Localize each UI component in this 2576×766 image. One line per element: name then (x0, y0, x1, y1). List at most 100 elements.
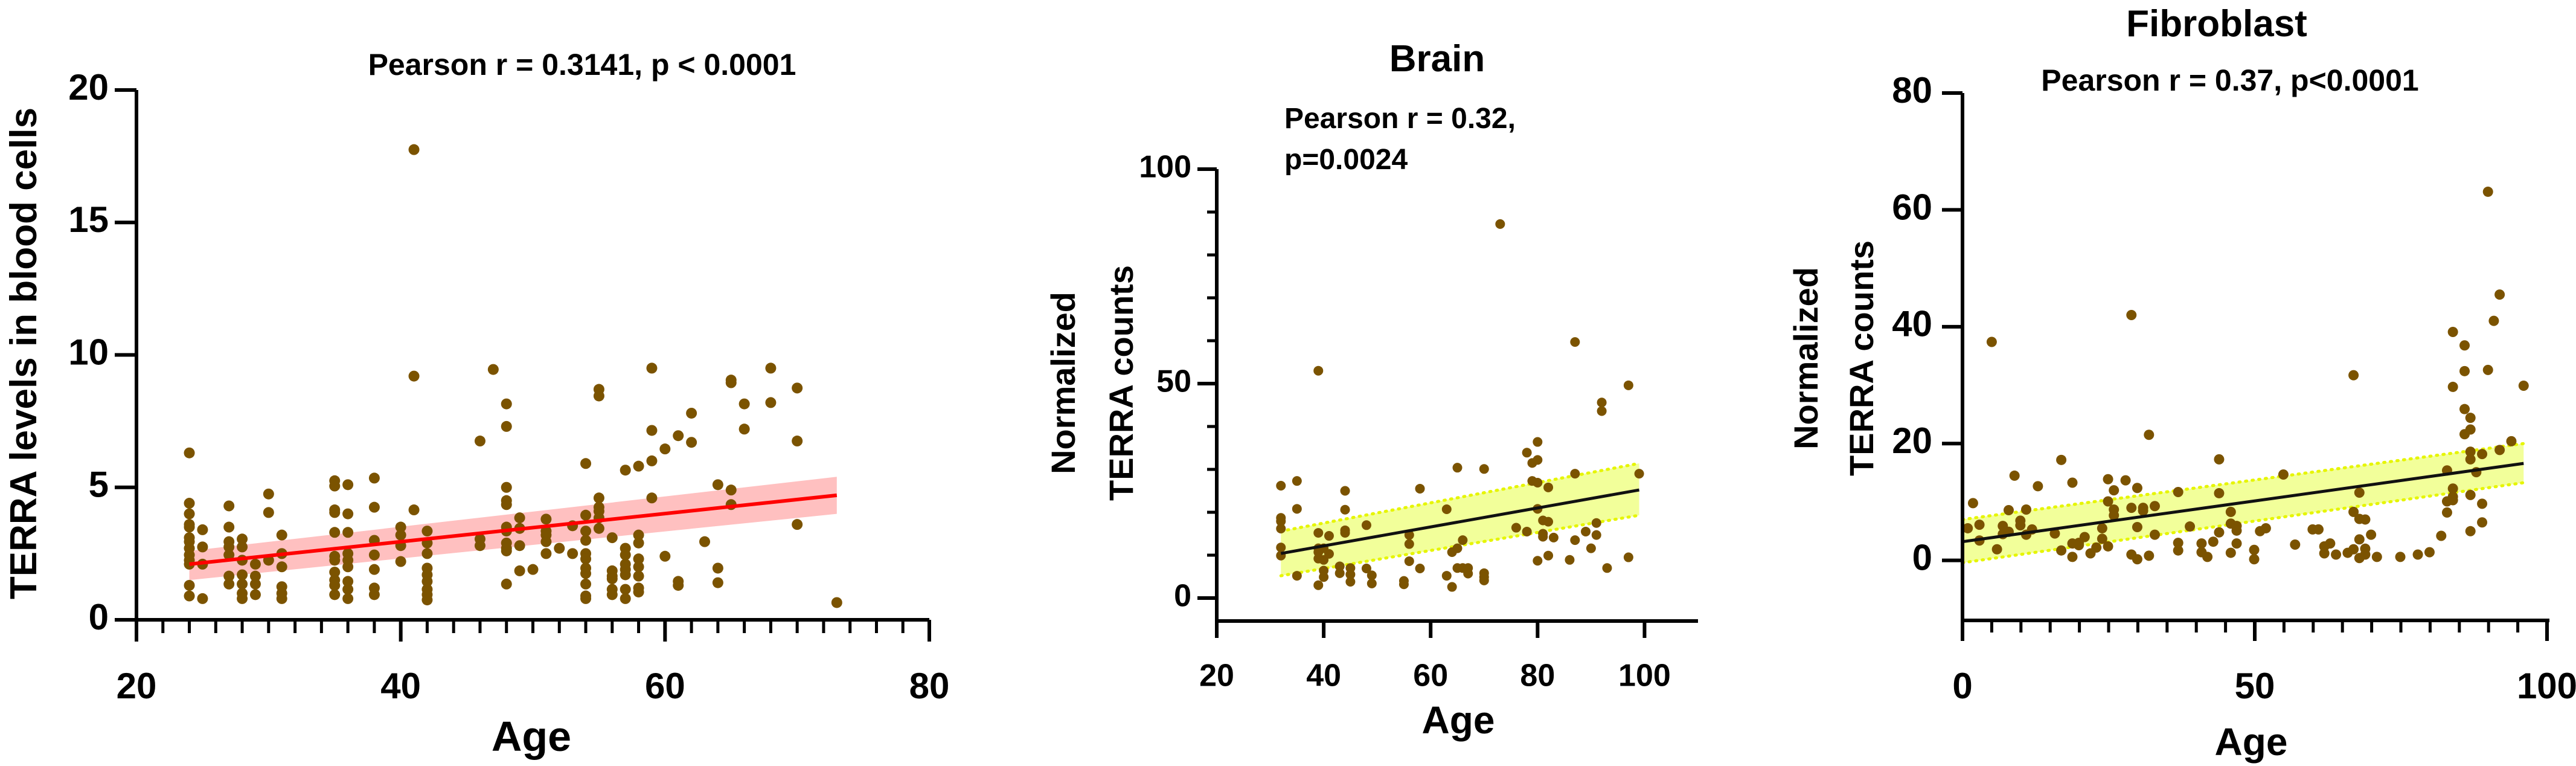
y-tick-label: 20 (68, 67, 109, 108)
data-point (620, 549, 631, 561)
y-axis-label-line-1: Normalized (1787, 267, 1825, 449)
x-tick-label: 40 (1306, 658, 1341, 694)
data-point (501, 481, 512, 493)
data-point (2149, 529, 2160, 540)
data-point (1345, 569, 1356, 579)
data-point (1570, 535, 1580, 546)
data-point (646, 492, 658, 504)
data-point (1324, 531, 1334, 541)
data-point (659, 443, 671, 455)
data-point (514, 512, 525, 524)
data-point (2067, 552, 2078, 562)
data-point (580, 578, 592, 590)
x-tick-label: 20 (117, 666, 157, 706)
data-point (1570, 337, 1580, 347)
y-tick-label: 15 (68, 199, 109, 240)
data-point (1522, 448, 1532, 458)
data-point (1334, 561, 1345, 571)
data-point (1967, 498, 1978, 509)
data-point (1495, 219, 1505, 229)
data-point (249, 589, 261, 600)
data-point (1366, 578, 1377, 588)
data-point (1543, 517, 1554, 527)
data-point (2208, 536, 2219, 547)
data-point (2149, 501, 2160, 512)
data-point (276, 529, 287, 541)
data-point (501, 578, 512, 590)
chart-annotation-line-2: p=0.0024 (1284, 144, 1408, 176)
data-point (606, 532, 618, 544)
data-point (1313, 580, 1324, 590)
data-point (2214, 527, 2225, 538)
data-point (2465, 526, 2476, 536)
y-tick-label: 0 (1912, 537, 1932, 578)
data-point (2354, 534, 2365, 545)
data-point (2067, 477, 2078, 488)
data-point (276, 561, 287, 573)
data-point (659, 550, 671, 562)
data-point (2518, 380, 2529, 391)
data-point (2132, 522, 2142, 533)
data-point (501, 499, 512, 510)
data-point (2214, 454, 2225, 465)
data-point (2009, 470, 2020, 481)
data-point (1334, 568, 1345, 578)
data-point (2225, 547, 2236, 558)
data-point (2173, 538, 2184, 549)
data-point (1538, 532, 1548, 542)
data-point (487, 364, 499, 375)
data-point (1319, 572, 1329, 582)
data-point (633, 529, 644, 541)
data-point (765, 397, 777, 408)
data-point (606, 573, 618, 585)
data-point (1313, 365, 1324, 376)
data-point (633, 537, 644, 549)
data-point (1623, 552, 1633, 562)
x-tick-label: 80 (909, 666, 950, 706)
data-point (184, 521, 195, 533)
data-point (725, 484, 737, 496)
data-point (1533, 437, 1543, 447)
data-point (329, 480, 341, 492)
data-point (395, 556, 406, 567)
data-point (237, 593, 248, 604)
data-point (2097, 533, 2107, 544)
data-point (2144, 550, 2155, 561)
data-point (580, 568, 592, 579)
x-axis-label: Age (1422, 698, 1495, 742)
data-point (2331, 549, 2342, 560)
data-point (527, 564, 539, 575)
data-point (501, 545, 512, 556)
data-point (580, 509, 592, 521)
data-point (2424, 547, 2435, 558)
data-point (1340, 504, 1350, 515)
x-tick-label: 100 (1618, 658, 1671, 694)
data-point (1634, 469, 1644, 479)
data-point (263, 488, 274, 500)
data-point (1463, 568, 1473, 579)
data-point (2260, 523, 2271, 533)
fibroblast-scatter-chart: Fibroblast Pearson r = 0.37, p<0.0001 No… (1787, 3, 2576, 764)
data-point (1581, 526, 1591, 536)
data-point (2126, 503, 2137, 513)
x-tick-label: 0 (1952, 666, 1972, 706)
data-point (1313, 528, 1324, 538)
data-point (263, 507, 274, 518)
data-point (1543, 550, 1554, 561)
x-tick-label: 20 (1199, 658, 1234, 694)
data-point (633, 553, 644, 565)
data-point (593, 390, 604, 402)
data-point (1366, 570, 1377, 581)
data-point (1479, 464, 1489, 474)
y-axis-label: TERRA levels in blood cells (3, 108, 45, 599)
data-point (395, 529, 406, 541)
data-point (792, 382, 803, 394)
data-point (1340, 486, 1350, 496)
data-point (2003, 504, 2014, 515)
data-point (620, 465, 631, 476)
data-point (276, 593, 287, 604)
data-point (2459, 365, 2470, 376)
data-point (633, 570, 644, 582)
data-point (1340, 528, 1350, 538)
data-point (2021, 504, 2032, 515)
